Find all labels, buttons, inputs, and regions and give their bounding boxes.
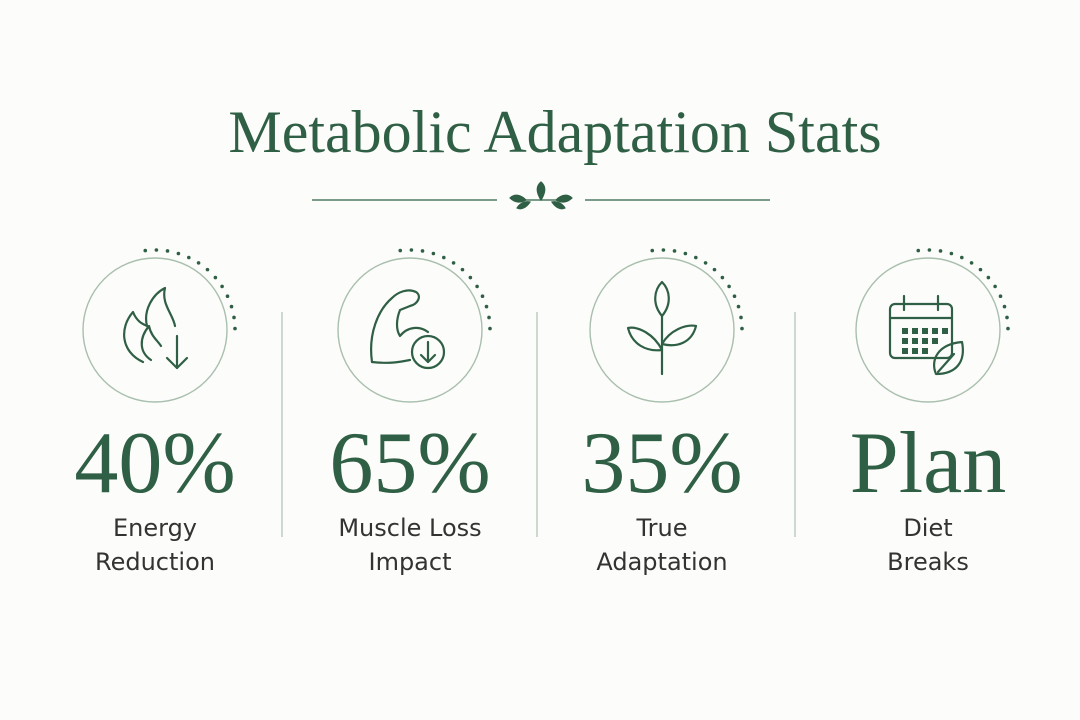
dot (703, 261, 708, 265)
dot (475, 284, 479, 289)
dot (672, 249, 677, 253)
icon-circle (589, 257, 735, 403)
dot (949, 251, 954, 256)
icon-circle (855, 257, 1001, 403)
dot (661, 248, 666, 252)
dot (143, 248, 148, 253)
stat-value: Plan (850, 415, 1006, 512)
dot (484, 304, 489, 309)
stat-card: 35%True Adaptation (581, 248, 744, 576)
dot (487, 315, 491, 320)
dot (993, 284, 997, 289)
icon (888, 294, 964, 376)
dot (229, 304, 234, 309)
dot (727, 284, 731, 289)
dot (732, 294, 737, 298)
dot (740, 326, 744, 331)
stat-label: Diet (903, 514, 952, 542)
dot (969, 261, 974, 265)
stat-card: 40%Energy Reduction (74, 248, 237, 576)
dot (1006, 326, 1010, 331)
dot (196, 261, 201, 265)
dot (488, 326, 492, 331)
divider (312, 181, 770, 210)
dot (460, 267, 465, 272)
dot (938, 249, 943, 253)
dot (960, 255, 964, 260)
dot (1002, 304, 1007, 309)
icon (370, 289, 446, 370)
dot (213, 275, 218, 280)
dot (233, 326, 237, 331)
stat-label: Muscle Loss (338, 514, 481, 542)
icon (626, 280, 698, 376)
stat-label: True (636, 514, 688, 542)
dot (154, 248, 159, 252)
dot (720, 275, 725, 280)
dot (736, 304, 741, 309)
dot (683, 251, 688, 256)
title: Metabolic Adaptation Stats (228, 99, 881, 165)
dot (712, 267, 717, 272)
stat-label: Breaks (887, 548, 969, 576)
dot (739, 315, 743, 320)
stat-label: Impact (368, 548, 451, 576)
dot (480, 294, 485, 298)
dot (442, 255, 446, 260)
dot (220, 284, 224, 289)
dot (916, 248, 921, 253)
dot (398, 248, 403, 253)
dot (694, 255, 698, 260)
dot (205, 267, 210, 272)
stat-value: 35% (581, 415, 742, 512)
stat-card: 65%Muscle Loss Impact (329, 248, 492, 576)
stat-label: Adaptation (596, 548, 727, 576)
dot (409, 248, 414, 252)
dot (986, 275, 991, 280)
icon-circle (82, 257, 228, 403)
dot (420, 249, 425, 253)
stat-value: 65% (329, 415, 490, 512)
dot (232, 315, 236, 320)
dot (176, 251, 181, 256)
dot (165, 249, 170, 253)
dot (1005, 315, 1009, 320)
stat-columns: 40%Energy Reduction 65%Muscle Loss Impact 35… (74, 248, 1010, 576)
icon (123, 286, 189, 370)
dot (998, 294, 1003, 298)
dot (451, 261, 456, 265)
stat-value: 40% (74, 415, 235, 512)
dot (225, 294, 230, 298)
dot (978, 267, 983, 272)
dot (431, 251, 436, 256)
dot (650, 248, 655, 253)
dot (927, 248, 932, 252)
stat-label: Reduction (95, 548, 215, 576)
icon-circle (337, 257, 483, 403)
dot (468, 275, 473, 280)
column-dividers (281, 312, 796, 537)
dot (187, 255, 191, 260)
stat-label: Energy (113, 514, 197, 542)
